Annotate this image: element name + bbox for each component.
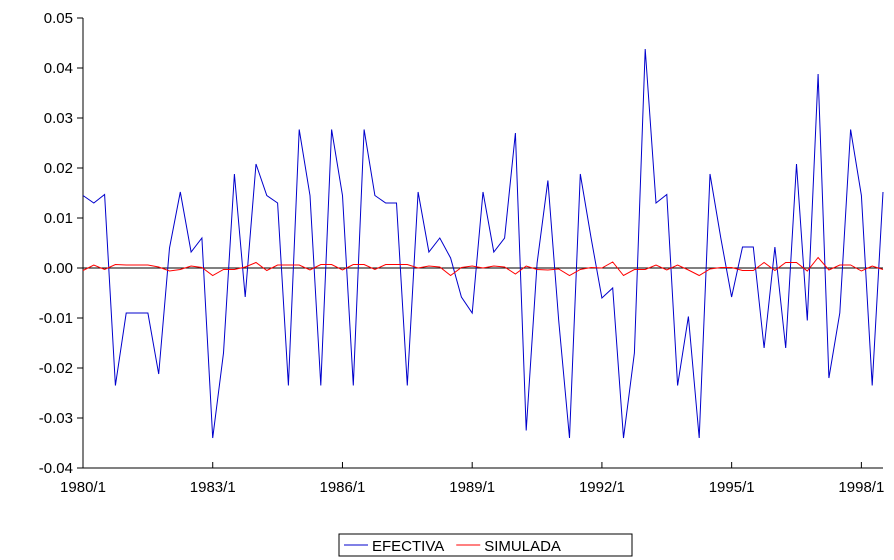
x-tick-label: 1995/1 — [709, 479, 755, 496]
y-tick-label: -0.03 — [39, 410, 73, 427]
legend-label-efectiva: EFECTIVA — [372, 538, 444, 555]
x-tick-label: 1986/1 — [320, 479, 366, 496]
legend: EFECTIVA SIMULADA — [338, 533, 633, 557]
x-axis: 1980/1 1983/1 1986/1 1989/1 1992/1 1995/1 1998… — [60, 267, 884, 496]
x-tick-label: 1992/1 — [579, 479, 625, 496]
series-layer — [82, 48, 884, 439]
y-tick-label: 0.04 — [44, 60, 73, 77]
y-tick-label: -0.02 — [39, 360, 73, 377]
x-tick-label: 1980/1 — [60, 479, 106, 496]
y-tick-label: 0.01 — [44, 210, 73, 227]
legend-label-simulada: SIMULADA — [484, 538, 561, 555]
x-tick-label: 1998/1 — [838, 479, 884, 496]
y-tick-label: 0.00 — [44, 260, 73, 277]
y-tick-label: 0.02 — [44, 160, 73, 177]
series-line-efectiva — [82, 48, 884, 439]
x-tick-label: 1989/1 — [449, 479, 495, 496]
x-tick-label: 1983/1 — [190, 479, 236, 496]
series-line-simulada — [82, 256, 884, 277]
y-axis: 0.05 0.04 0.03 0.02 0.01 0.00 -0.01 -0.02 -0.03 -… — [39, 10, 84, 477]
y-tick-label: -0.01 — [39, 310, 73, 327]
y-tick-label: -0.04 — [39, 460, 73, 477]
y-tick-label: 0.05 — [44, 10, 73, 27]
y-tick-label: 0.03 — [44, 110, 73, 127]
legend-box — [338, 533, 633, 557]
